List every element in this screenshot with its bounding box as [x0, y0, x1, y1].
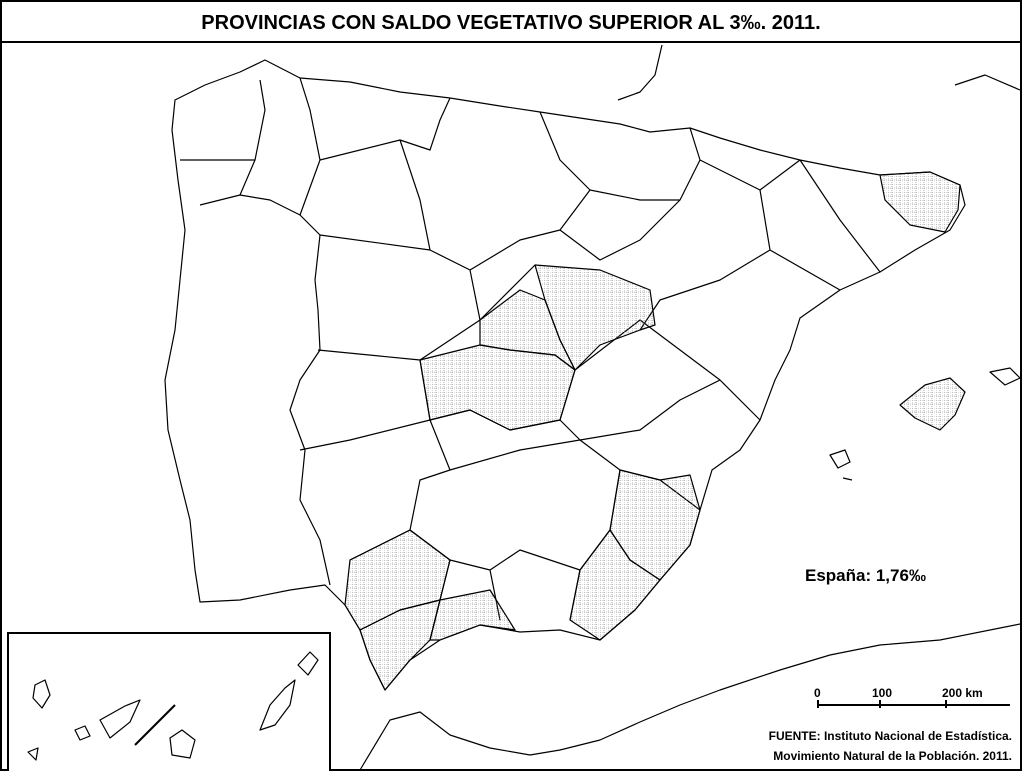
- inset-frame: [8, 633, 330, 771]
- source: FUENTE: Instituto Nacional de Estadístic…: [769, 729, 1012, 743]
- title: PROVINCIAS CON SALDO VEGETATIVO SUPERIOR…: [201, 12, 820, 34]
- province-highlighted: [420, 345, 575, 430]
- map: PROVINCIAS CON SALDO VEGETATIVO SUPERIOR…: [0, 0, 1022, 771]
- scale-label: 0: [814, 686, 821, 700]
- source: Movimiento Natural de la Población. 2011…: [773, 749, 1012, 763]
- scale-label: 200 km: [942, 686, 983, 700]
- annotation: España: 1,76‰: [805, 566, 926, 585]
- scale-label: 100: [872, 686, 892, 700]
